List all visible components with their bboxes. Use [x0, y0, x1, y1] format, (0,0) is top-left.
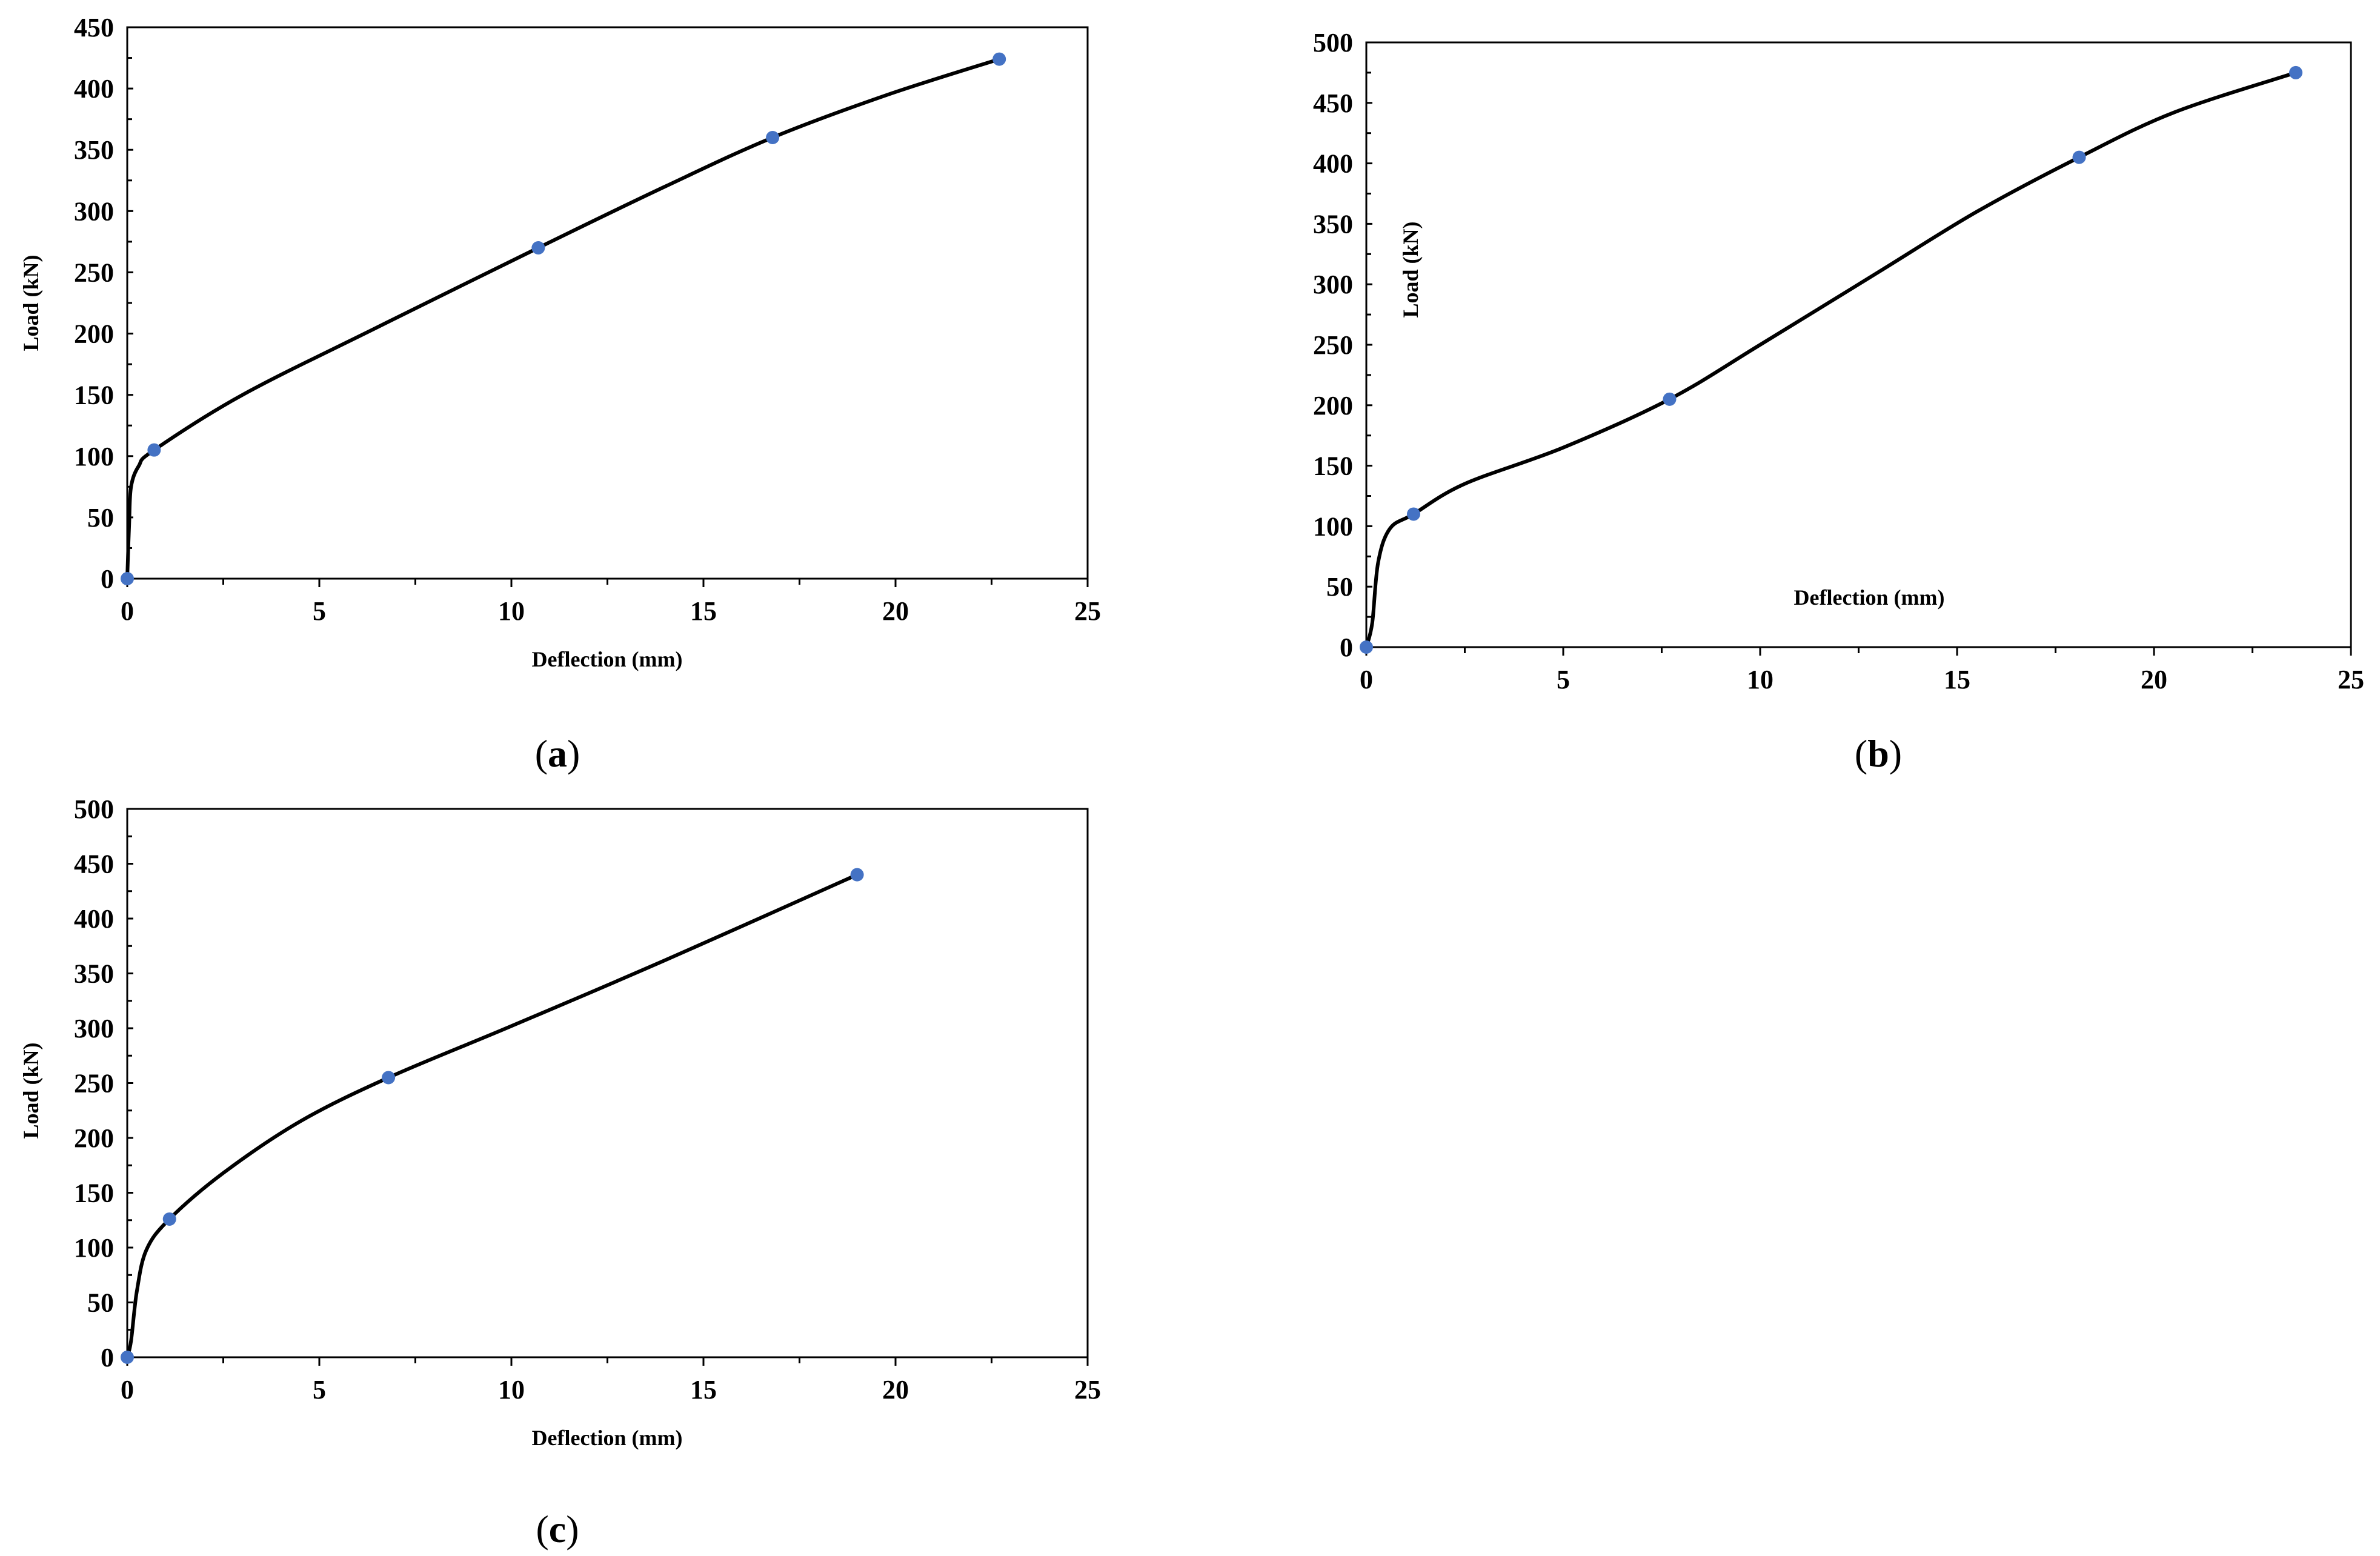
y-tick-label: 100: [74, 442, 114, 471]
data-point-marker: [766, 131, 780, 144]
x-tick-label: 15: [1944, 665, 1970, 694]
y-tick-label: 300: [1313, 270, 1353, 299]
data-point-marker: [1663, 392, 1677, 406]
x-tick-label: 0: [121, 1375, 134, 1405]
chart-panel-a: 0 5 10 15 20 25050100150200250300350400450Def…: [19, 13, 1101, 775]
x-axis-label: Deflection (mm): [532, 647, 683, 671]
panel-label: (b): [1855, 732, 1902, 775]
y-tick-label: 500: [1313, 28, 1353, 58]
y-tick-label: 300: [74, 1014, 114, 1043]
x-tick-label: 20: [882, 596, 909, 626]
x-tick-label: 20: [2141, 665, 2167, 694]
y-tick-label: 0: [101, 1343, 114, 1372]
y-tick-label: 150: [74, 381, 114, 410]
y-tick-label: 400: [74, 74, 114, 104]
data-point-marker: [2072, 150, 2086, 164]
data-point-marker: [382, 1071, 396, 1085]
plot-area-frame: [126, 808, 1089, 1358]
y-tick-label: 400: [74, 904, 114, 934]
y-tick-label: 350: [74, 959, 114, 989]
x-tick-label: 5: [313, 1375, 326, 1405]
x-tick-label: 25: [2338, 665, 2364, 694]
data-point-marker: [1407, 507, 1420, 521]
y-tick-label: 150: [1313, 451, 1353, 481]
y-tick-label: 200: [74, 1123, 114, 1153]
panel-label: (c): [536, 1508, 579, 1551]
data-point-marker: [147, 443, 161, 457]
y-tick-label: 0: [101, 564, 114, 594]
data-point-marker: [531, 241, 545, 254]
y-tick-label: 450: [1313, 88, 1353, 118]
x-tick-label: 25: [1074, 1375, 1101, 1405]
x-tick-label: 25: [1074, 596, 1101, 626]
y-tick-label: 200: [74, 319, 114, 349]
chart-panel-b: 0 5 10 15 20 25050100150200250300350400450500…: [1313, 28, 2364, 775]
load-deflection-curve: [1365, 70, 2298, 649]
y-tick-label: 100: [74, 1233, 114, 1263]
load-deflection-curve: [125, 57, 1002, 580]
x-tick-label: 5: [1557, 665, 1570, 694]
x-axis-label: Deflection (mm): [1794, 585, 1945, 610]
y-tick-label: 500: [74, 794, 114, 824]
y-tick-label: 450: [74, 849, 114, 879]
plot-area-frame: [1365, 41, 2352, 648]
y-tick-label: 150: [74, 1179, 114, 1208]
load-deflection-curve: [125, 873, 859, 1359]
x-tick-label: 20: [882, 1375, 909, 1405]
y-tick-label: 400: [1313, 149, 1353, 179]
data-point-marker: [992, 52, 1006, 66]
y-tick-label: 250: [1313, 330, 1353, 360]
data-point-marker: [2289, 65, 2302, 79]
data-point-marker: [121, 1351, 134, 1364]
x-tick-label: 5: [313, 596, 326, 626]
x-tick-label: 10: [1747, 665, 1773, 694]
y-tick-label: 50: [1326, 572, 1353, 602]
y-axis-label: Load (kN): [19, 1042, 43, 1139]
y-axis-label: Load (kN): [19, 254, 43, 351]
y-tick-label: 250: [74, 258, 114, 287]
y-tick-label: 0: [1340, 633, 1353, 662]
y-tick-label: 350: [1313, 209, 1353, 239]
data-point-marker: [121, 572, 134, 585]
data-point-marker: [850, 868, 864, 882]
y-tick-label: 300: [74, 196, 114, 226]
panel-label: (a): [535, 732, 580, 775]
x-tick-label: 10: [498, 1375, 525, 1405]
y-tick-label: 350: [74, 135, 114, 165]
x-tick-label: 15: [690, 1375, 717, 1405]
y-tick-label: 100: [1313, 511, 1353, 541]
plot-area-frame: [126, 26, 1089, 580]
y-tick-label: 450: [74, 13, 114, 42]
x-tick-label: 10: [498, 596, 525, 626]
x-tick-label: 15: [690, 596, 717, 626]
x-axis-label: Deflection (mm): [532, 1426, 683, 1450]
y-tick-label: 50: [87, 503, 114, 533]
data-point-marker: [1360, 640, 1373, 654]
x-tick-label: 0: [121, 596, 134, 626]
y-axis-label: Load (kN): [1398, 221, 1423, 318]
y-tick-label: 50: [87, 1288, 114, 1318]
y-tick-label: 250: [74, 1069, 114, 1099]
chart-panel-c: 0 5 10 15 20 25050100150200250300350400450500…: [19, 794, 1101, 1551]
x-tick-label: 0: [1360, 665, 1373, 694]
y-tick-label: 200: [1313, 391, 1353, 421]
data-point-marker: [162, 1212, 176, 1226]
